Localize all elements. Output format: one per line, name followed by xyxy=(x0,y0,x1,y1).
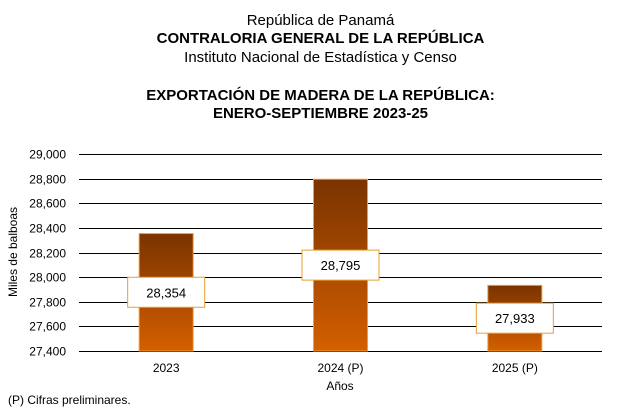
chart-title: EXPORTACIÓN DE MADERA DE LA REPÚBLICA: xyxy=(146,87,495,104)
y-tick-label: 28,200 xyxy=(29,247,66,261)
institution-name: CONTRALORIA GENERAL DE LA REPÚBLICA xyxy=(156,30,485,47)
institute-name: Instituto Nacional de Estadística y Cens… xyxy=(184,49,457,66)
chart-subtitle: ENERO-SEPTIEMBRE 2023-25 xyxy=(212,105,429,122)
y-tick-label: 28,400 xyxy=(29,222,66,236)
footnote: (P) Cifras preliminares. xyxy=(8,393,131,407)
country-name: República de Panamá xyxy=(246,12,395,29)
y-axis-label: Miles de balboas xyxy=(6,207,20,297)
data-label: 28,354 xyxy=(146,285,186,300)
x-axis-label: Años xyxy=(326,379,353,393)
data-labels: 28,354 28,795 27,933 xyxy=(127,249,554,334)
data-label-box xyxy=(475,302,554,334)
y-axis-ticks: 27,400 27,600 27,800 28,000 28,200 28,400 28,6… xyxy=(29,148,66,359)
data-label-box xyxy=(127,276,206,308)
x-axis-ticks: 2023 2024 (P) 2025 (P) xyxy=(153,361,538,375)
x-tick-label: 2023 xyxy=(153,361,180,375)
y-tick-label: 27,400 xyxy=(29,345,66,359)
data-label-box xyxy=(301,249,380,281)
y-tick-label: 28,000 xyxy=(29,271,66,285)
data-label: 27,933 xyxy=(495,311,535,326)
y-tick-label: 27,800 xyxy=(29,296,66,310)
x-tick-label: 2024 (P) xyxy=(317,361,363,375)
x-tick-label: 2025 (P) xyxy=(492,361,538,375)
y-tick-label: 27,600 xyxy=(29,320,66,334)
y-tick-label: 28,600 xyxy=(29,197,66,211)
data-label: 28,795 xyxy=(321,258,361,273)
y-tick-label: 28,800 xyxy=(29,173,66,187)
y-tick-label: 29,000 xyxy=(29,148,66,162)
